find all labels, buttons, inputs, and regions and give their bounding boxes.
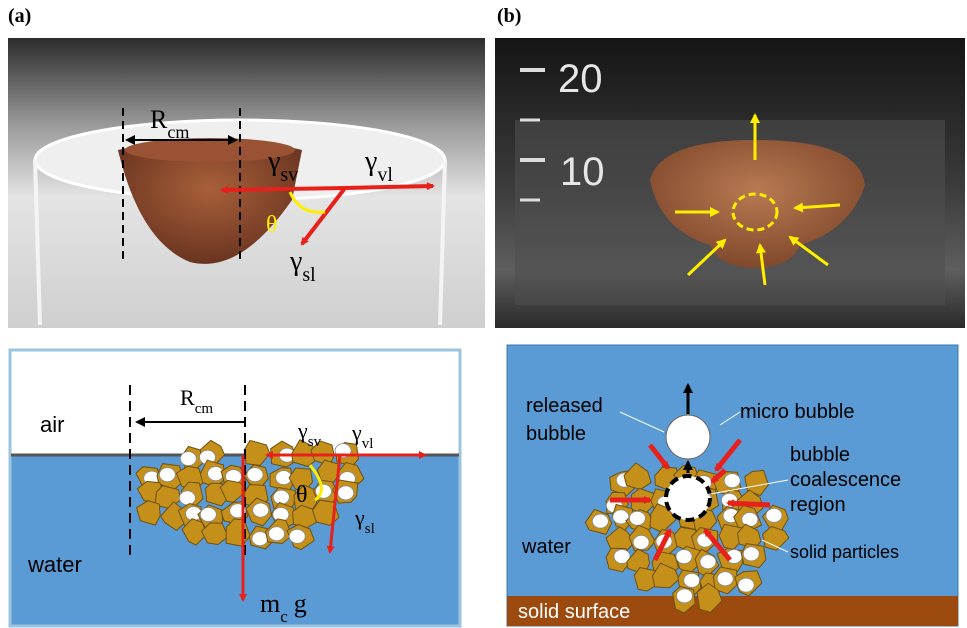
subscript: sl [302,264,316,286]
subscript: sl [365,521,375,537]
panel-label: (b) [497,5,521,27]
theta-label: θ [296,482,308,508]
figure: (a) (b) Rcm γsv γvl θ γsl 20 10 air wate… [0,0,967,628]
scale-mark: 10 [560,150,605,194]
pore-bubble [676,550,692,564]
pore-bubble [633,535,649,549]
pore-bubble [200,507,216,521]
pore-bubble [338,486,354,500]
pore-bubble [273,490,289,504]
subscript: vl [362,436,374,452]
released-label: bubble [526,423,586,445]
symbol: γ [351,420,362,445]
pore-bubble [179,491,195,505]
coalescence-label: coalescence [790,469,901,491]
symbol: γ [267,146,280,177]
subscript: sv [308,434,322,450]
photo-a [8,38,485,328]
panel-label: (a) [8,5,31,27]
pore-bubble [247,468,263,482]
symbol: γ [289,246,302,277]
symbol: γ [297,418,308,443]
pore-bubble [180,452,196,466]
symbol: g [294,589,307,618]
pore-bubble [766,508,782,522]
subscript: cm [195,401,214,417]
pore-bubble [159,468,175,482]
pore-bubble [743,547,759,561]
air-label: air [40,412,64,437]
pore-bubble [253,503,269,517]
theta-label: θ [266,212,278,238]
pore-bubble [269,527,285,541]
subscript: sv [280,164,298,186]
pore-bubble [676,589,692,603]
scale-mark: 20 [558,57,603,101]
subscript: c [280,607,288,626]
coalescence-label: region [790,494,846,516]
subscript: vl [377,164,393,186]
solid-surface-label: solid surface [518,601,630,623]
diagram-a [10,350,460,626]
symbol: R [150,105,168,134]
symbol: γ [364,146,377,177]
pore-bubble [684,573,700,587]
solid-particles-label: solid particles [790,542,899,562]
symbol: γ [354,505,365,530]
pore-bubble [738,578,754,592]
water-label: water [521,536,571,558]
water-label: water [27,552,82,577]
micro-bubble-label: micro bubble [740,401,855,423]
pore-bubble [717,572,733,586]
released-label: released [526,395,603,417]
pore-bubble [742,513,758,527]
pore-bubble [700,555,716,569]
pore-bubble [724,474,740,488]
subscript: cm [167,122,189,142]
symbol: R [180,385,195,410]
coalescence-label: bubble [790,444,850,466]
symbol: m [260,589,280,618]
pore-bubble [629,511,645,525]
pore-bubble [289,529,305,543]
pore-bubble [592,514,608,528]
